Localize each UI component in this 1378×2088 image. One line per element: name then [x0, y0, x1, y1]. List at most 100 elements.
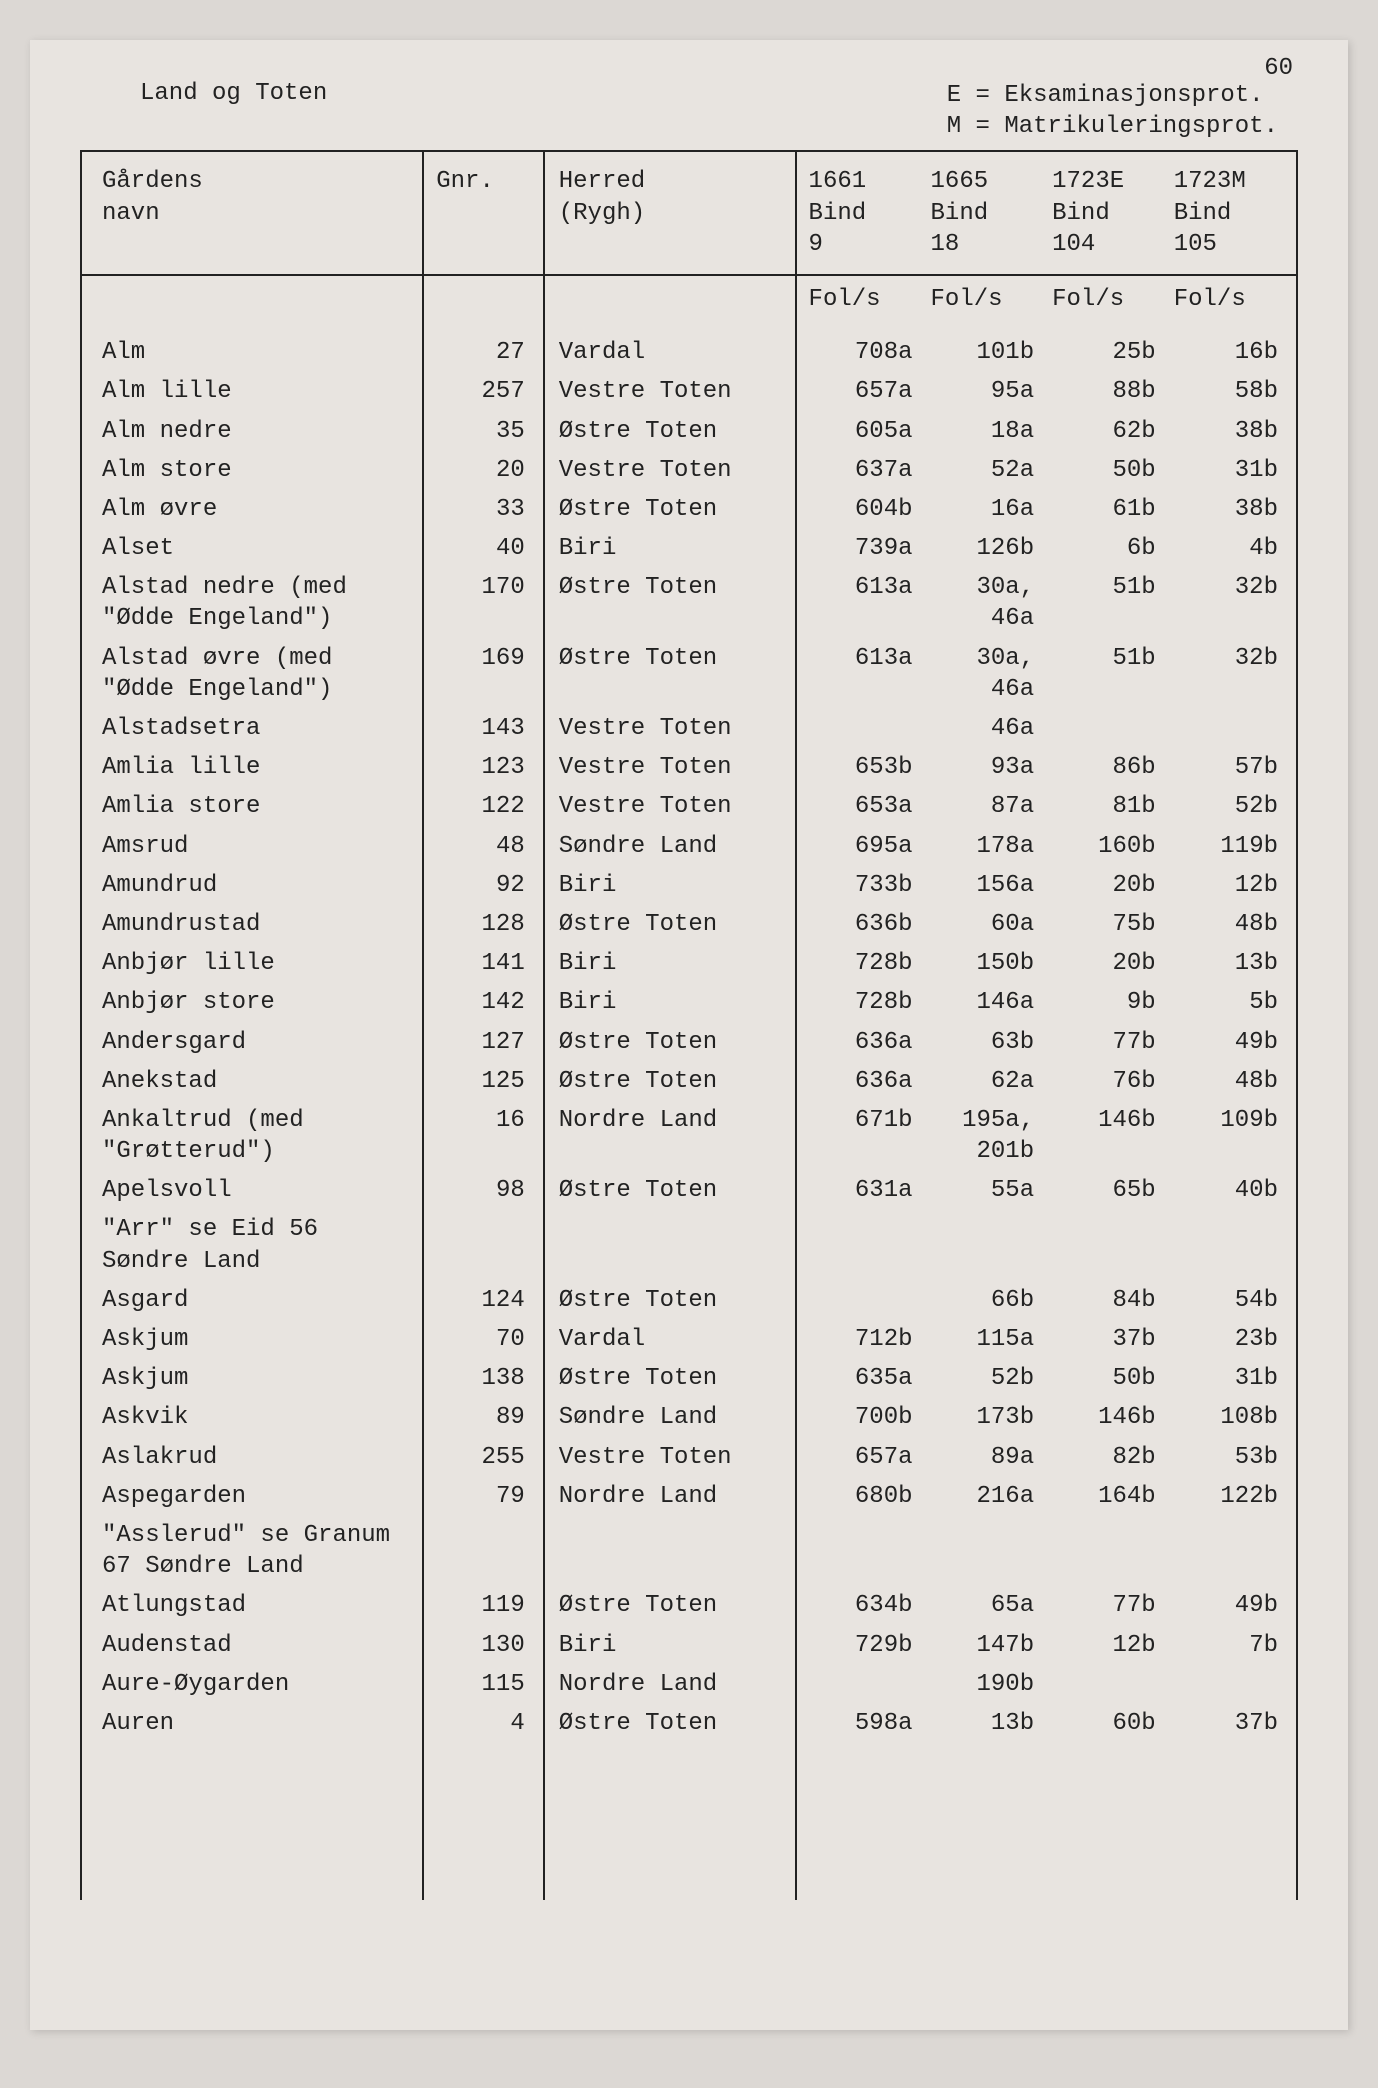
col-header-1723E: 1723E Bind 104 — [1044, 151, 1166, 275]
cell-gnr: 125 — [423, 1062, 544, 1101]
cell-name: Aure-Øygarden — [81, 1665, 423, 1704]
cell-gnr: 4 — [423, 1704, 544, 1743]
cell-1723M: 32b — [1166, 568, 1297, 638]
cell-1661: 733b — [796, 866, 923, 905]
cell-1723E: 51b — [1044, 568, 1166, 638]
table-row: Anbjør store142Biri728b146a9b5b — [81, 983, 1297, 1022]
table-row: Alm nedre35Østre Toten605a18a62b38b — [81, 412, 1297, 451]
cell-herred: Biri — [544, 1626, 796, 1665]
cell-1661 — [796, 1281, 923, 1320]
cell-1723M: 40b — [1166, 1171, 1297, 1210]
cell-herred: Søndre Land — [544, 1398, 796, 1437]
header-title: Land og Toten — [140, 80, 327, 142]
table-row: Askvik89Søndre Land700b173b146b108b — [81, 1398, 1297, 1437]
cell-1723E: 37b — [1044, 1320, 1166, 1359]
cell-herred: Vestre Toten — [544, 787, 796, 826]
cell-1661: 598a — [796, 1704, 923, 1743]
legend-line-1: E = Eksaminasjonsprot. — [947, 80, 1278, 111]
cell-1661: 728b — [796, 944, 923, 983]
table-row: Alm27Vardal708a101b25b16b — [81, 333, 1297, 372]
col-header-herred: Herred (Rygh) — [544, 151, 796, 275]
cell-1661: 605a — [796, 412, 923, 451]
table-row: Aslakrud255Vestre Toten657a89a82b53b — [81, 1438, 1297, 1477]
cell-1723E: 61b — [1044, 490, 1166, 529]
cell-1661: 604b — [796, 490, 923, 529]
cell-gnr: 92 — [423, 866, 544, 905]
cell-1723E: 20b — [1044, 866, 1166, 905]
table-row: Alm øvre33Østre Toten604b16a61b38b — [81, 490, 1297, 529]
cell-1723M: 52b — [1166, 787, 1297, 826]
cell-name: Atlungstad — [81, 1586, 423, 1625]
col-header-1661: 1661 Bind 9 — [796, 151, 923, 275]
cell-1665: 93a — [923, 748, 1045, 787]
table-row: Aspegarden79Nordre Land680b216a164b122b — [81, 1477, 1297, 1516]
cell-herred: Vestre Toten — [544, 748, 796, 787]
cell-herred: Østre Toten — [544, 1062, 796, 1101]
table-row: Auren4Østre Toten598a13b60b37b — [81, 1704, 1297, 1743]
cell-1661: 636b — [796, 905, 923, 944]
cell-1661: 671b — [796, 1101, 923, 1171]
cell-1665: 115a — [923, 1320, 1045, 1359]
farm-index-table: Gårdens navn Gnr. Herred (Rygh) 1661 Bin… — [80, 150, 1298, 1899]
cell-1723E: 51b — [1044, 639, 1166, 709]
table-row-empty — [81, 1782, 1297, 1821]
cell-1723E — [1044, 1516, 1166, 1586]
cell-1661: 636a — [796, 1062, 923, 1101]
document-page: 60 Land og Toten E = Eksaminasjonsprot. … — [30, 40, 1348, 2030]
cell-herred: Biri — [544, 866, 796, 905]
cell-1723M: 13b — [1166, 944, 1297, 983]
cell-1665: 178a — [923, 827, 1045, 866]
page-number: 60 — [1264, 55, 1293, 82]
cell-1661: 739a — [796, 529, 923, 568]
cell-herred: Vestre Toten — [544, 1438, 796, 1477]
cell-1723M: 58b — [1166, 372, 1297, 411]
cell-1665: 30a, 46a — [923, 639, 1045, 709]
cell-name: Amlia lille — [81, 748, 423, 787]
cell-1661: 729b — [796, 1626, 923, 1665]
cell-gnr — [423, 1516, 544, 1586]
cell-1665: 95a — [923, 372, 1045, 411]
cell-1723E: 77b — [1044, 1023, 1166, 1062]
cell-1723M: 53b — [1166, 1438, 1297, 1477]
cell-1665: 52b — [923, 1359, 1045, 1398]
cell-1665: 101b — [923, 333, 1045, 372]
cell-name: Aspegarden — [81, 1477, 423, 1516]
cell-herred: Østre Toten — [544, 490, 796, 529]
cell-name: Askjum — [81, 1359, 423, 1398]
cell-1665: 173b — [923, 1398, 1045, 1437]
cell-1723M: 38b — [1166, 412, 1297, 451]
cell-1661 — [796, 1516, 923, 1586]
cell-1665: 60a — [923, 905, 1045, 944]
cell-1661: 613a — [796, 568, 923, 638]
cell-1665: 18a — [923, 412, 1045, 451]
table-row: Alset40Biri739a126b6b4b — [81, 529, 1297, 568]
cell-1723M: 7b — [1166, 1626, 1297, 1665]
cell-1723E — [1044, 1665, 1166, 1704]
cell-1723E: 160b — [1044, 827, 1166, 866]
cell-herred: Biri — [544, 944, 796, 983]
cell-herred — [544, 1516, 796, 1586]
cell-1723E — [1044, 709, 1166, 748]
cell-name: Askjum — [81, 1320, 423, 1359]
cell-gnr: 128 — [423, 905, 544, 944]
cell-name: Alstad nedre (med "Ødde Engeland") — [81, 568, 423, 638]
col-header-1723M: 1723M Bind 105 — [1166, 151, 1297, 275]
cell-name: Askvik — [81, 1398, 423, 1437]
cell-gnr: 138 — [423, 1359, 544, 1398]
cell-1723E: 20b — [1044, 944, 1166, 983]
cell-1723E: 164b — [1044, 1477, 1166, 1516]
cell-1723M: 16b — [1166, 333, 1297, 372]
cell-1661: 708a — [796, 333, 923, 372]
cell-1723E: 82b — [1044, 1438, 1166, 1477]
cell-herred: Nordre Land — [544, 1101, 796, 1171]
fols-label-3: Fol/s — [1044, 275, 1166, 333]
cell-gnr: 115 — [423, 1665, 544, 1704]
table-row: Aure-Øygarden115Nordre Land190b — [81, 1665, 1297, 1704]
cell-1723E: 146b — [1044, 1398, 1166, 1437]
cell-gnr: 169 — [423, 639, 544, 709]
cell-1661 — [796, 709, 923, 748]
table-row: Amundrud92Biri733b156a20b12b — [81, 866, 1297, 905]
cell-1723M: 23b — [1166, 1320, 1297, 1359]
cell-1723M: 38b — [1166, 490, 1297, 529]
cell-herred — [544, 1210, 796, 1280]
